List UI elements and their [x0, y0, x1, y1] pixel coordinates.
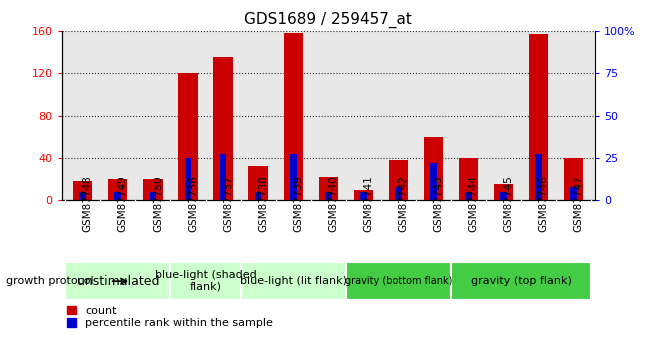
Bar — [500, 192, 507, 200]
Bar — [79, 192, 86, 200]
Bar — [170, 262, 240, 300]
Text: GSM87740: GSM87740 — [328, 175, 338, 231]
Bar — [150, 192, 156, 200]
Bar — [114, 192, 122, 200]
Bar — [290, 155, 296, 200]
Bar — [178, 73, 198, 200]
Bar — [360, 192, 367, 200]
Bar — [283, 33, 303, 200]
Text: GSM87739: GSM87739 — [293, 175, 303, 231]
Text: GSM87737: GSM87737 — [223, 175, 233, 231]
Bar — [143, 179, 162, 200]
Bar — [325, 192, 332, 200]
Bar — [73, 181, 92, 200]
Bar — [213, 58, 233, 200]
Bar — [240, 262, 346, 300]
Bar — [248, 166, 268, 200]
Bar — [346, 262, 451, 300]
Bar — [459, 158, 478, 200]
Bar — [354, 189, 373, 200]
Text: GSM87741: GSM87741 — [363, 175, 373, 231]
Text: GSM87749: GSM87749 — [118, 175, 128, 231]
Bar — [255, 192, 261, 200]
Text: GSM87747: GSM87747 — [574, 175, 584, 231]
Bar — [220, 155, 226, 200]
Text: GSM87738: GSM87738 — [258, 175, 268, 231]
Bar — [395, 187, 402, 200]
Text: gravity (top flank): gravity (top flank) — [471, 276, 571, 286]
Text: GSM87742: GSM87742 — [398, 175, 408, 231]
Bar — [570, 187, 577, 200]
Bar — [185, 158, 191, 200]
Bar — [451, 262, 592, 300]
Text: blue-light (lit flank): blue-light (lit flank) — [240, 276, 346, 286]
Bar — [494, 184, 514, 200]
Bar — [430, 163, 437, 200]
Text: GSM87744: GSM87744 — [469, 175, 478, 231]
Text: blue-light (shaded
flank): blue-light (shaded flank) — [155, 270, 256, 292]
Text: GSM87750: GSM87750 — [153, 175, 163, 231]
Text: GSM87745: GSM87745 — [504, 175, 514, 231]
Text: GSM87746: GSM87746 — [539, 175, 549, 231]
Bar — [465, 192, 472, 200]
Bar — [564, 158, 583, 200]
Legend: count, percentile rank within the sample: count, percentile rank within the sample — [68, 306, 273, 328]
Text: GSM87743: GSM87743 — [434, 175, 443, 231]
Title: GDS1689 / 259457_at: GDS1689 / 259457_at — [244, 12, 412, 28]
Bar — [424, 137, 443, 200]
Text: unstimulated: unstimulated — [77, 275, 159, 288]
Bar — [535, 155, 542, 200]
Bar — [65, 262, 170, 300]
Bar — [389, 160, 408, 200]
Text: gravity (bottom flank): gravity (bottom flank) — [344, 276, 452, 286]
Bar — [108, 179, 127, 200]
Bar — [529, 34, 549, 200]
Text: GSM87736: GSM87736 — [188, 175, 198, 231]
Text: GSM87748: GSM87748 — [83, 175, 93, 231]
Text: growth protocol: growth protocol — [6, 276, 94, 286]
Bar — [318, 177, 338, 200]
